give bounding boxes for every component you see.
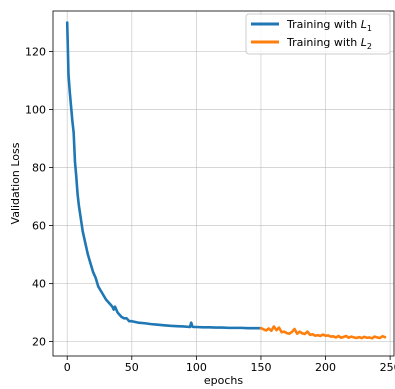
y-axis-label: Validation Loss (9, 142, 22, 224)
legend-label-l2: Training with L2 (286, 36, 372, 51)
y-tick-label: 60 (32, 220, 46, 233)
y-tick-label: 40 (32, 278, 46, 291)
x-tick-label: 200 (315, 361, 336, 374)
x-tick-label: 150 (250, 361, 271, 374)
series-line-2 (259, 325, 387, 340)
x-tick-label: 250 (380, 361, 395, 374)
legend-label-l1-symbol: L (361, 18, 367, 31)
y-tick-label: 100 (25, 104, 46, 117)
legend-label-l1: Training with L1 (286, 18, 372, 33)
legend-label-l1-subscript: 1 (367, 24, 372, 33)
legend-label-l1-text: Training with (286, 18, 361, 31)
series-line-1 (65, 21, 263, 330)
legend-label-l2-subscript: 2 (367, 42, 372, 51)
series-lines (65, 21, 387, 340)
legend: Training with L1 Training with L2 (245, 13, 391, 55)
x-axis-label: epochs (204, 374, 243, 387)
ticks: 0 50 100 150 200 250 20 40 60 80 100 120 (25, 46, 395, 374)
y-tick-label: 20 (32, 336, 46, 349)
y-tick-label: 80 (32, 162, 46, 175)
legend-label-l2-symbol: L (361, 36, 367, 49)
x-tick-label: 0 (64, 361, 71, 374)
plot-frame (52, 10, 395, 357)
legend-box (245, 13, 391, 55)
plot-area (53, 11, 394, 356)
x-tick-label: 100 (186, 361, 207, 374)
y-tick-label: 120 (25, 46, 46, 59)
x-tick-label: 50 (125, 361, 139, 374)
grid (53, 11, 394, 356)
legend-label-l2-text: Training with (286, 36, 361, 49)
